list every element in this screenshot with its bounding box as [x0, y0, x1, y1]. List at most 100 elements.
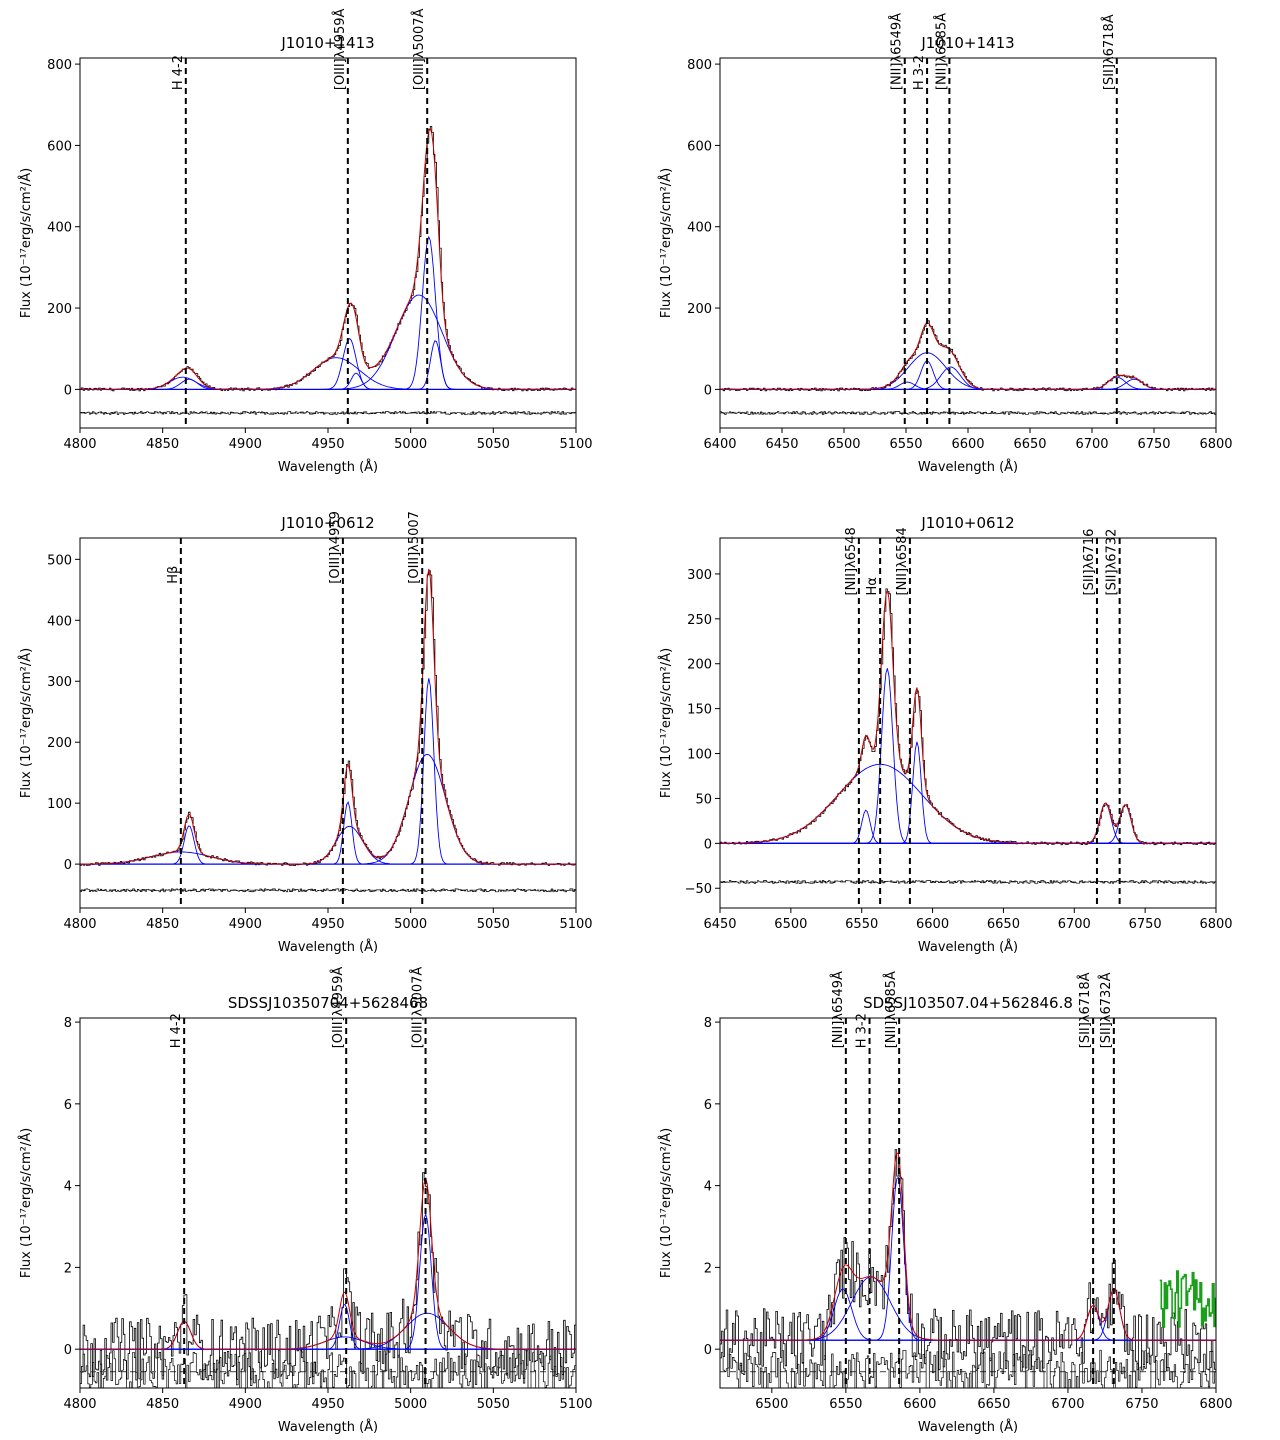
x-tick-label: 6650	[977, 1397, 1010, 1412]
chart-title: SDSSJ10350704+5628468	[228, 994, 428, 1012]
residual-spectrum	[80, 411, 576, 415]
observed-spectrum	[80, 570, 576, 866]
x-tick-label: 6400	[703, 437, 736, 452]
emission-line-label: Hα	[865, 577, 880, 595]
emission-line-label: H 3-2	[855, 1013, 870, 1048]
emission-line-label: [SII]λ6732Å	[1098, 972, 1114, 1048]
gaussian-component	[720, 809, 1216, 844]
emission-line-label: [SII]λ6716	[1082, 529, 1097, 596]
gaussian-component	[720, 741, 1216, 844]
x-tick-label: 6600	[951, 437, 984, 452]
emission-line-label: [NII]λ6584	[895, 527, 910, 595]
gaussian-component	[80, 338, 576, 390]
plot-area	[720, 588, 1216, 884]
x-axis-label: Wavelength (Å)	[278, 939, 378, 955]
residual-spectrum	[80, 1349, 576, 1388]
gaussian-component	[720, 802, 1216, 844]
gaussian-component	[720, 804, 1216, 844]
x-tick-label: 6800	[1199, 437, 1232, 452]
y-axis-label: Flux (10⁻¹⁷erg/s/cm²/Å)	[18, 1128, 34, 1278]
y-tick-label: −50	[685, 882, 712, 897]
emission-line-label: Hβ	[166, 566, 181, 584]
y-tick-label: 200	[687, 658, 712, 673]
emission-line-label: [OIII]λ4959Å	[332, 8, 348, 90]
y-tick-label: 800	[687, 58, 712, 73]
emission-line-label: [OIII]λ5007	[407, 511, 422, 584]
y-tick-label: 6	[704, 1098, 712, 1113]
emission-line-label: [NII]λ6549Å	[889, 13, 905, 90]
y-tick-label: 300	[47, 675, 72, 690]
emission-line-label: [SII]λ6732	[1105, 529, 1120, 596]
y-axis-label: Flux (10⁻¹⁷erg/s/cm²/Å)	[658, 1128, 674, 1278]
y-tick-label: 200	[687, 302, 712, 317]
gaussian-component	[720, 668, 1216, 844]
x-tick-label: 6450	[703, 917, 736, 932]
gaussian-component	[80, 235, 576, 390]
x-tick-label: 5050	[477, 1397, 510, 1412]
x-tick-label: 4850	[146, 1397, 179, 1412]
emission-line-label: [NII]λ6585Å	[933, 13, 949, 90]
y-tick-label: 200	[47, 302, 72, 317]
x-tick-label: 5000	[394, 917, 427, 932]
x-tick-label: 4850	[146, 437, 179, 452]
x-axis-label: Wavelength (Å)	[278, 459, 378, 475]
x-tick-label: 6800	[1199, 1397, 1232, 1412]
x-tick-label: 6450	[765, 437, 798, 452]
x-axis-label: Wavelength (Å)	[918, 939, 1018, 955]
emission-line-label: H 4-2	[169, 1013, 184, 1048]
y-tick-label: 0	[704, 837, 712, 852]
x-tick-label: 4800	[63, 917, 96, 932]
y-tick-label: 6	[64, 1098, 72, 1113]
chart-panel-2: [NII]λ6549Å H 3-2 [NII]λ6585Å [SII]λ6718Å 64…	[658, 13, 1233, 475]
emission-line-label: H 4-2	[171, 55, 186, 90]
emission-line-label: [NII]λ6585Å	[883, 971, 899, 1048]
x-tick-label: 4950	[311, 917, 344, 932]
gaussian-component	[80, 753, 576, 865]
chart-title: J1010+1413	[280, 34, 374, 52]
emission-line-label: [NII]λ6549Å	[830, 971, 846, 1048]
observed-spectrum	[720, 320, 1216, 392]
x-tick-label: 4900	[229, 917, 262, 932]
x-tick-label: 4900	[229, 1397, 262, 1412]
chart-panel-5: H 4-2 [OIII]λ4959Å [OIII]λ5007Å 4800 4850 490…	[18, 967, 593, 1435]
emission-line-label: [OIII]λ5007Å	[411, 8, 427, 90]
chart-panel-1: H 4-2 [OIII]λ4959Å [OIII]λ5007Å 4800 4850 490…	[18, 8, 593, 475]
emission-line-label: [OIII]λ5007Å	[410, 967, 426, 1049]
gaussian-component	[80, 825, 576, 865]
y-tick-label: 0	[704, 383, 712, 398]
gaussian-component	[720, 360, 1216, 390]
x-tick-label: 6550	[829, 1397, 862, 1412]
x-axis-label: Wavelength (Å)	[278, 1419, 378, 1435]
x-tick-label: 5000	[394, 437, 427, 452]
plot-area	[80, 568, 576, 893]
emission-line-label: [OIII]λ4959	[328, 511, 343, 584]
gaussian-component	[80, 825, 576, 865]
y-axis-label: Flux (10⁻¹⁷erg/s/cm²/Å)	[18, 648, 34, 798]
y-tick-label: 100	[47, 797, 72, 812]
chart-title: J1010+1413	[920, 34, 1014, 52]
observed-spectrum	[80, 126, 576, 392]
y-tick-label: 800	[47, 58, 72, 73]
gaussian-component	[80, 340, 576, 390]
y-axis-label: Flux (10⁻¹⁷erg/s/cm²/Å)	[658, 648, 674, 798]
y-tick-label: 50	[695, 792, 712, 807]
y-tick-label: 100	[687, 748, 712, 763]
gaussian-component	[720, 763, 1216, 844]
x-tick-label: 4800	[63, 1397, 96, 1412]
x-tick-label: 6650	[987, 917, 1020, 932]
total-fit	[80, 127, 576, 390]
gaussian-component	[80, 376, 576, 390]
y-tick-label: 400	[687, 221, 712, 236]
x-tick-label: 5100	[559, 1397, 592, 1412]
x-tick-label: 4850	[146, 917, 179, 932]
y-tick-label: 8	[704, 1016, 712, 1031]
emission-line-label: [SII]λ6718Å	[1101, 14, 1117, 90]
gaussian-component	[80, 294, 576, 390]
x-tick-label: 6700	[1075, 437, 1108, 452]
x-tick-label: 4950	[311, 1397, 344, 1412]
residual-spectrum	[720, 411, 1216, 415]
x-tick-label: 5050	[477, 437, 510, 452]
x-tick-label: 6550	[845, 917, 878, 932]
plot-area	[720, 1149, 1216, 1388]
